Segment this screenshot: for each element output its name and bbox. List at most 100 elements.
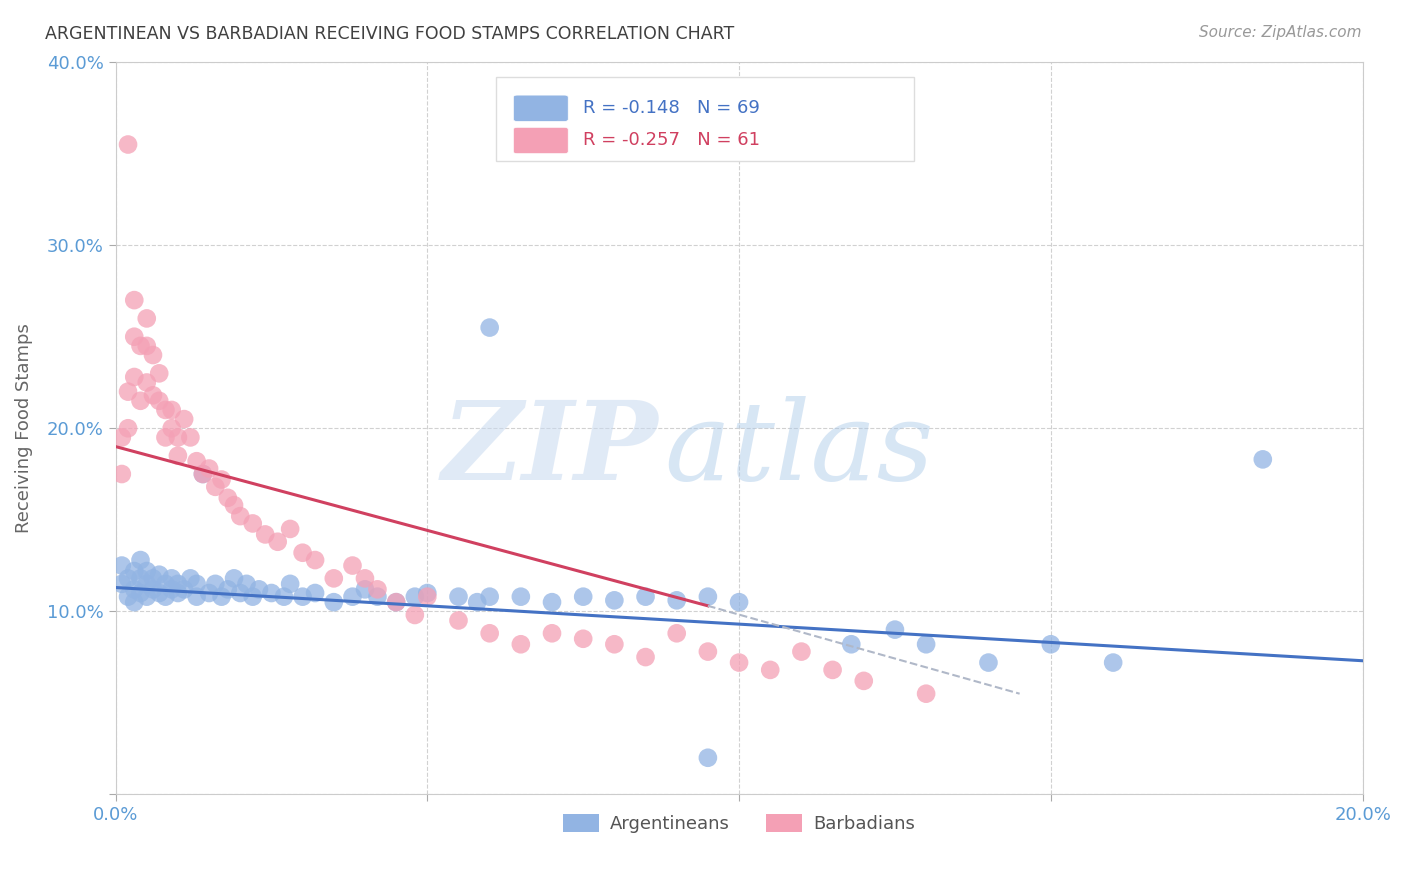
Point (229, 509, 252, 524)
Point (135, 311, 157, 326)
Point (354, 571, 377, 585)
Point (129, 586, 152, 600)
Point (404, 607, 426, 622)
Point (509, 637, 531, 651)
Point (204, 577, 226, 591)
FancyBboxPatch shape (513, 128, 568, 153)
Point (148, 567, 170, 582)
Point (235, 577, 257, 591)
Point (1251, 452, 1274, 467)
Point (160, 403, 183, 417)
Point (229, 586, 252, 600)
Point (142, 571, 165, 585)
Point (247, 582, 270, 597)
Point (222, 571, 245, 585)
Point (273, 590, 295, 604)
Point (124, 329, 146, 343)
Point (211, 590, 233, 604)
Point (478, 590, 501, 604)
Point (117, 421, 139, 435)
Point (385, 595, 408, 609)
Point (135, 564, 157, 578)
Point (728, 656, 751, 670)
Point (266, 534, 288, 549)
Point (124, 370, 146, 384)
Point (304, 553, 326, 567)
Point (728, 595, 751, 609)
Point (142, 388, 165, 402)
Point (124, 293, 146, 307)
Point (915, 687, 938, 701)
Point (242, 516, 264, 531)
Point (222, 498, 245, 512)
Point (117, 137, 139, 152)
Point (135, 590, 157, 604)
Point (148, 393, 170, 408)
Point (173, 412, 195, 426)
Point (142, 348, 165, 362)
Text: ARGENTINEAN VS BARBADIAN RECEIVING FOOD STAMPS CORRELATION CHART: ARGENTINEAN VS BARBADIAN RECEIVING FOOD … (45, 25, 734, 43)
Point (541, 626, 564, 640)
Point (167, 586, 190, 600)
Point (173, 582, 195, 597)
Point (385, 595, 408, 609)
Text: atlas: atlas (664, 396, 934, 504)
Point (839, 637, 862, 651)
Point (155, 577, 177, 591)
Point (416, 590, 439, 604)
Point (260, 586, 283, 600)
Point (821, 663, 844, 677)
Point (155, 590, 177, 604)
Point (634, 590, 657, 604)
Point (124, 595, 146, 609)
Point (634, 650, 657, 665)
Point (291, 590, 314, 604)
Point (447, 614, 470, 628)
Point (167, 577, 190, 591)
Point (204, 480, 226, 494)
Point (304, 586, 326, 600)
Point (142, 582, 165, 597)
Point (696, 590, 718, 604)
Point (155, 403, 177, 417)
Point (117, 571, 139, 585)
Point (322, 595, 344, 609)
Point (160, 421, 183, 435)
Text: ZIP: ZIP (441, 396, 658, 504)
Point (1039, 637, 1062, 651)
Point (478, 320, 501, 334)
Point (129, 339, 152, 353)
FancyBboxPatch shape (496, 77, 914, 161)
Point (696, 644, 718, 658)
Point (759, 663, 782, 677)
Point (342, 590, 364, 604)
Point (135, 376, 157, 390)
Point (186, 454, 208, 468)
Point (665, 593, 688, 607)
Point (160, 582, 183, 597)
Point (278, 522, 301, 536)
Point (129, 553, 152, 567)
Point (148, 367, 170, 381)
Point (416, 586, 439, 600)
Legend: Argentineans, Barbadians: Argentineans, Barbadians (555, 806, 922, 840)
Point (167, 430, 190, 444)
Point (790, 644, 813, 658)
Point (117, 384, 139, 399)
Point (915, 637, 938, 651)
Point (148, 586, 170, 600)
Point (186, 590, 208, 604)
Point (179, 430, 201, 444)
Point (478, 626, 501, 640)
Text: R = -0.148   N = 69: R = -0.148 N = 69 (583, 99, 761, 117)
Point (198, 461, 221, 475)
Point (135, 339, 157, 353)
Point (111, 467, 134, 481)
Point (278, 577, 301, 591)
Point (217, 491, 239, 505)
Point (117, 590, 139, 604)
Point (447, 590, 470, 604)
Point (342, 558, 364, 573)
Point (179, 571, 201, 585)
Point (1102, 656, 1125, 670)
